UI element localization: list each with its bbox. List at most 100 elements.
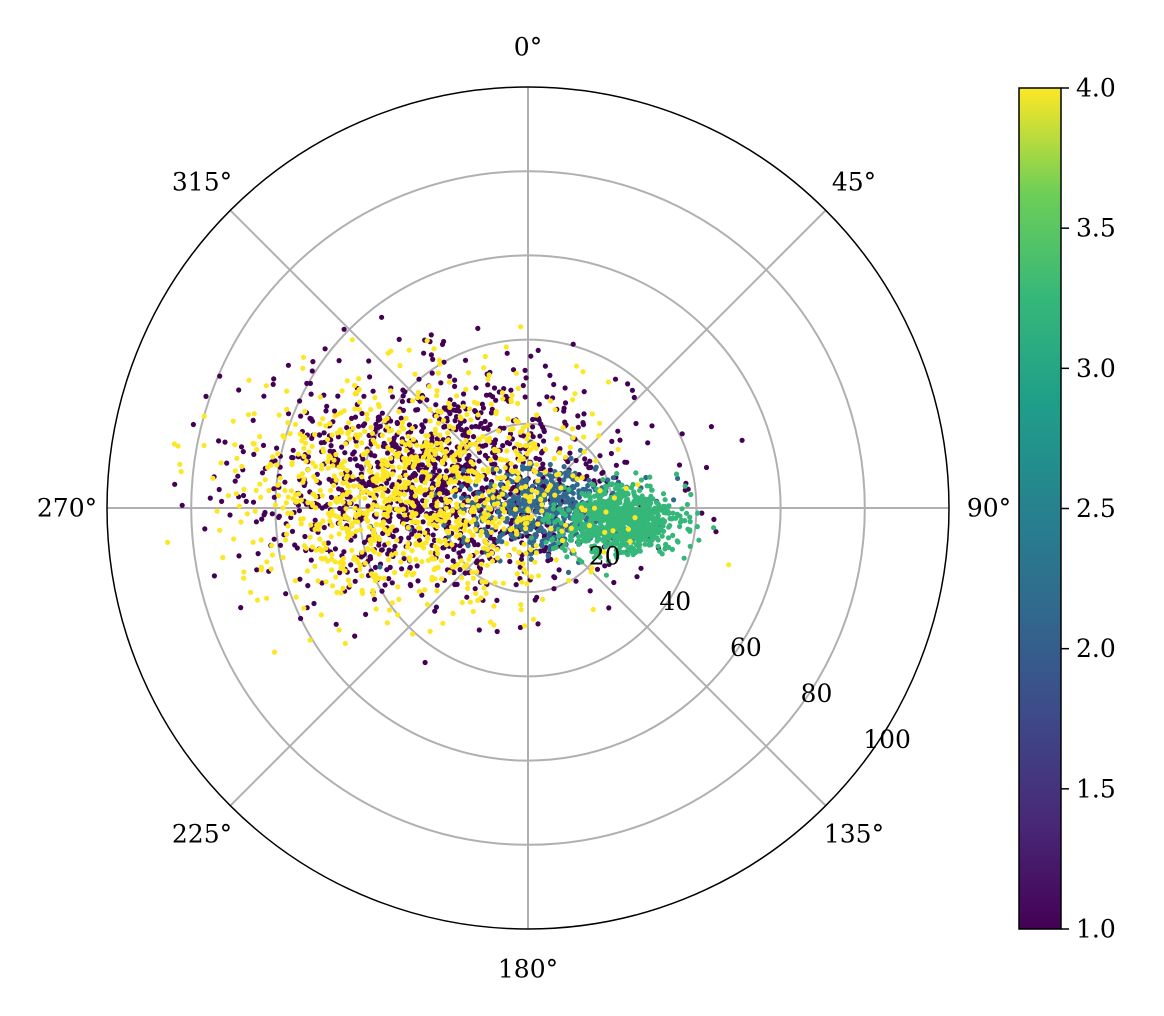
scatter-point [362,428,368,434]
scatter-point [619,531,625,538]
scatter-point [484,532,490,539]
scatter-point [564,527,570,533]
theta-tick-label-90: 90° [967,494,1011,523]
scatter-point [539,450,545,456]
scatter-point [372,395,378,401]
scatter-point [430,457,436,463]
scatter-point [396,596,402,603]
scatter-point [597,420,603,426]
scatter-point [398,559,404,565]
scatter-point [464,444,470,450]
scatter-point [534,412,540,418]
scatter-point [266,487,272,494]
scatter-point [305,454,311,460]
scatter-point [558,485,564,491]
scatter-point [443,468,450,474]
scatter-point [283,591,289,597]
scatter-point [597,453,603,459]
scatter-point [389,600,395,606]
scatter-point [417,542,423,548]
scatter-point [510,426,516,432]
scatter-point [324,436,331,443]
scatter-point [457,567,463,573]
scatter-point [241,575,247,581]
scatter-point [449,479,455,485]
scatter-point [406,499,412,505]
scatter-point [458,415,464,422]
scatter-point [529,574,535,580]
scatter-point [251,451,257,457]
scatter-point [290,447,296,453]
scatter-point [534,416,540,422]
scatter-point [433,413,439,419]
scatter-point [474,549,480,556]
scatter-point [508,387,514,393]
scatter-point [515,475,522,481]
scatter-point [460,510,466,516]
scatter-point [557,446,563,452]
scatter-point [518,556,525,563]
scatter-point [468,459,474,465]
scatter-point [248,589,254,595]
scatter-point [533,534,539,540]
scatter-point [624,532,631,538]
scatter-point [552,407,558,413]
scatter-point [554,472,560,478]
scatter-point [454,464,460,470]
radial-tick-label-60: 60 [730,633,762,662]
scatter-point [454,501,460,507]
scatter-point [359,573,365,579]
scatter-point [329,551,335,558]
scatter-point [459,599,465,606]
scatter-point [385,450,391,456]
scatter-point [360,590,366,597]
scatter-point [362,421,368,427]
scatter-point [533,455,539,461]
scatter-point [441,522,447,528]
scatter-point [471,399,477,405]
scatter-point [500,516,506,522]
scatter-point [540,596,546,602]
scatter-point [238,519,244,525]
scatter-point [551,455,557,462]
scatter-point [439,445,445,451]
scatter-point [606,605,612,611]
scatter-point [396,446,402,452]
scatter-point [415,407,421,413]
scatter-point [269,511,275,517]
scatter-point [352,519,358,525]
scatter-point [428,447,434,453]
scatter-point [625,546,631,552]
scatter-point [575,413,581,419]
scatter-point [520,425,527,431]
scatter-point [317,432,323,438]
scatter-point [529,494,535,500]
scatter-point [497,481,503,488]
scatter-point [389,394,396,400]
scatter-point [301,605,307,611]
scatter-point [528,547,534,553]
scatter-point [638,565,644,571]
scatter-point [330,463,336,469]
scatter-point [375,401,381,408]
scatter-point [694,524,700,530]
scatter-point [332,408,338,414]
scatter-point [610,528,616,534]
scatter-point [359,440,365,446]
scatter-point [438,558,445,564]
scatter-point [415,500,421,506]
scatter-point [367,463,373,469]
scatter-point [586,491,592,497]
scatter-point [483,476,489,482]
scatter-point [442,474,448,480]
scatter-point [513,448,519,454]
scatter-point [470,575,476,581]
scatter-point [271,494,277,500]
scatter-point [385,551,391,557]
scatter-point [647,474,653,480]
scatter-point [172,481,178,487]
scatter-point [422,587,428,593]
scatter-point [565,569,572,576]
scatter-point [633,470,639,476]
scatter-point [347,436,353,442]
